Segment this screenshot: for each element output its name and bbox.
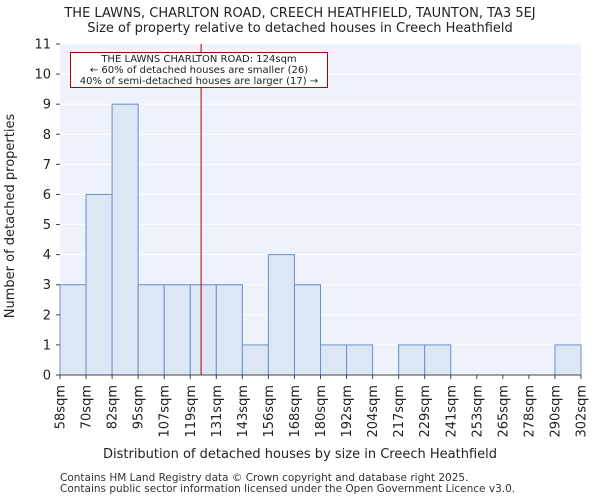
bar — [163, 284, 191, 376]
footer-line-2: Contains public sector information licen… — [60, 483, 516, 495]
x-tick-label: 265sqm — [496, 385, 511, 438]
y-axis-label: Number of detached properties — [3, 114, 18, 319]
bar — [554, 344, 582, 376]
y-axis-ticks: 0 1 2 3 4 5 6 7 8 9 10 11 — [34, 38, 60, 384]
x-tick-label: 278sqm — [522, 385, 537, 438]
footer: Contains HM Land Registry data © Crown c… — [60, 473, 515, 495]
bar — [59, 284, 87, 376]
x-tick-label: 131sqm — [210, 385, 225, 438]
x-axis-ticks: 58sqm 70sqm 82sqm 95sqm 107sqm 119sqm 131sqm 14… — [54, 374, 590, 438]
y-tick-label: 4 — [43, 248, 51, 263]
bar — [111, 103, 139, 376]
x-tick-label: 253sqm — [470, 385, 485, 438]
x-tick-label: 58sqm — [54, 385, 69, 429]
footer-line-1: Contains HM Land Registry data © Crown c… — [60, 472, 469, 484]
annotation-line-1: THE LAWNS CHARLTON ROAD: 124sqm — [101, 54, 297, 65]
y-tick-label: 6 — [43, 188, 51, 203]
y-tick-label: 10 — [34, 68, 51, 83]
x-tick-label: 204sqm — [366, 385, 381, 438]
annotation-line-3: 40% of semi-detached houses are larger (… — [79, 76, 319, 87]
x-tick-label: 168sqm — [288, 385, 303, 438]
bar — [424, 344, 452, 376]
x-tick-label: 229sqm — [418, 385, 433, 438]
y-tick-label: 2 — [43, 308, 51, 323]
y-tick-label: 7 — [43, 158, 51, 173]
bar — [346, 344, 374, 376]
bar — [398, 344, 426, 376]
x-axis-label: Distribution of detached houses by size … — [103, 447, 497, 462]
x-tick-label: 180sqm — [314, 385, 329, 438]
x-tick-label: 107sqm — [158, 385, 173, 438]
y-tick-label: 5 — [43, 218, 51, 233]
bar — [189, 284, 217, 376]
y-tick-label: 1 — [43, 338, 51, 353]
chart-subtitle: Size of property relative to detached ho… — [87, 21, 513, 36]
bar — [85, 193, 113, 376]
annotation-line-2: ← 60% of detached houses are smaller (26… — [89, 65, 309, 76]
bar — [320, 344, 348, 376]
x-tick-label: 119sqm — [184, 385, 199, 438]
x-tick-label: 302sqm — [575, 385, 590, 438]
x-tick-label: 95sqm — [132, 385, 147, 429]
bar — [137, 284, 165, 376]
bar — [293, 284, 322, 376]
x-tick-label: 290sqm — [548, 385, 563, 438]
x-tick-label: 192sqm — [340, 385, 355, 438]
y-tick-label: 11 — [34, 38, 51, 53]
bars — [59, 103, 582, 376]
chart-title: THE LAWNS, CHARLTON ROAD, CREECH HEATHFI… — [64, 6, 536, 21]
bar — [215, 284, 243, 376]
x-tick-label: 82sqm — [106, 385, 121, 429]
y-tick-label: 0 — [43, 369, 51, 384]
x-tick-label: 241sqm — [444, 385, 459, 438]
x-tick-label: 70sqm — [80, 385, 95, 429]
x-tick-label: 143sqm — [236, 385, 251, 438]
y-tick-label: 3 — [43, 278, 51, 293]
y-tick-label: 9 — [43, 98, 51, 113]
x-tick-label: 156sqm — [262, 385, 277, 438]
bar — [267, 254, 295, 376]
bar — [241, 344, 269, 376]
property-annotation-box: THE LAWNS CHARLTON ROAD: 124sqm ← 60% of… — [70, 52, 328, 88]
y-tick-label: 8 — [43, 128, 51, 143]
x-tick-label: 217sqm — [392, 385, 407, 438]
